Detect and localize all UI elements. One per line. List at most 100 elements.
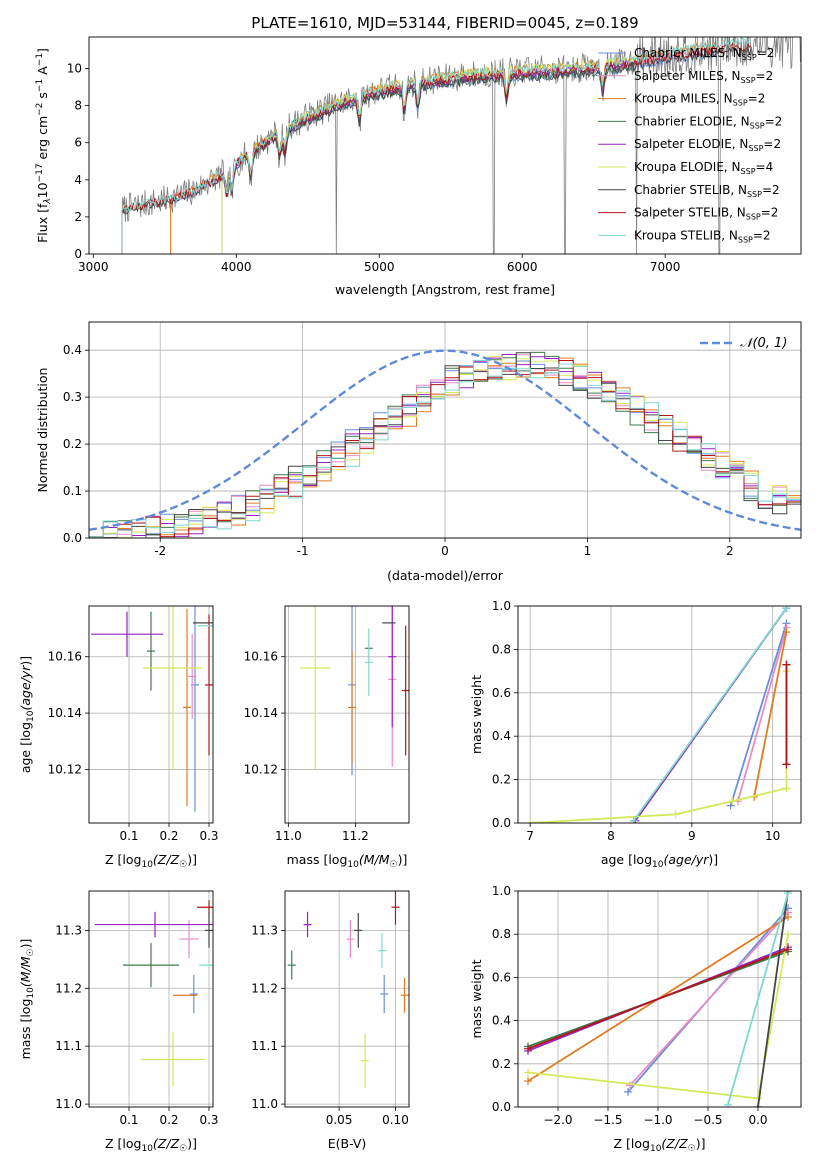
x-axis-label: Z [log10(Z/Z☉)] [105,852,197,870]
panel-1: 3000 4000 5000 6000 7000 0 2 4 6 8 10 wavelength [A… [35,36,802,297]
model-spectrum-salpeter-elodie [221,58,637,254]
y-axis-label: mass [log10(M/M☉)] [18,939,36,1060]
model-spectrum-kroupa-stelib [121,37,752,254]
y-axis-label: mass weight [469,959,484,1038]
y-tick-label: 0.2 [492,1057,511,1071]
weight-marker [524,1068,532,1077]
legend: Chabrier MILES, NSSP=2 Salpeter MILES, NS… [598,46,782,244]
legend-entry: Kroupa ELODIE, NSSP=4 [634,160,773,176]
legend-entry: Kroupa MILES, NSSP=2 [634,92,765,108]
x-tick-label: 0.2 [159,1113,178,1127]
errorbar-chabrier-elodie [147,611,155,691]
x-tick-label: 7 [526,829,534,843]
weight-line-salpeter-miles [629,911,789,1087]
y-tick-label: 4 [74,173,82,187]
x-axis-label: mass [log10(M/M☉)] [287,852,408,870]
y-axis-label: Normed distribution [35,368,50,493]
y-tick-label: 10 [67,62,82,76]
y-tick-label: 2 [74,210,82,224]
x-axis-label: wavelength [Angstrom, rest frame] [335,282,555,297]
x-tick-label: 0.3 [199,1113,218,1127]
y-tick-label: 0.3 [63,390,82,404]
y-tick-label: 0.8 [492,927,511,941]
x-tick-label: 10 [765,829,780,843]
legend-entry: Salpeter ELODIE, NSSP=2 [634,137,781,153]
weight-marker [626,1081,634,1090]
x-tick-label: 0 [441,544,449,558]
y-tick-label: 0.0 [63,531,82,545]
y-tick-label: 11.0 [251,1097,278,1111]
x-tick-label: 0.0 [748,1113,767,1127]
y-tick-label: 0.8 [492,642,511,656]
panel-3: 0.1 0.2 0.3 10.12 10.14 10.16 Z [log10(Z/Z☉)] a… [18,605,219,870]
x-tick-label: 0.1 [119,829,138,843]
x-tick-label: 2 [726,544,734,558]
errorbar-kroupa-miles [183,608,191,807]
y-tick-label: 10.14 [48,706,82,720]
weight-marker [728,797,737,806]
legend-entry: Salpeter MILES, NSSP=2 [634,69,773,85]
weight-line-kroupa-stelib [727,892,789,1106]
panel-2: -2 -1 0 1 2 0.0 0.1 0.2 0.3 0.4 𝒩(0, 1) (data-model… [35,321,802,583]
errorbar-salpeter-miles [179,919,199,959]
y-tick-label: 11.1 [55,1039,82,1053]
legend-entry: Chabrier STELIB, NSSP=2 [634,183,780,199]
weight-marker [782,628,791,637]
y-tick-label: 0.2 [492,773,511,787]
weight-marker [524,1044,532,1053]
weight-marker [782,606,791,613]
errorbar-chabrier-elodie [123,943,179,988]
y-tick-label: 0.4 [63,343,82,357]
x-tick-label: 4000 [221,260,252,274]
model-spectrum-kroupa-elodie [221,54,637,254]
y-tick-label: 1.0 [492,884,511,898]
errorbar-salpeter-stelib [401,625,409,756]
plot-area [524,891,792,1107]
axes-frame [284,890,410,1108]
weight-marker [784,945,792,954]
legend-entry: Chabrier MILES, NSSP=2 [634,46,774,62]
errorbar-kroupa-elodie [143,606,203,770]
errorbar-salpeter-stelib [205,614,213,756]
x-tick-label: 0.10 [382,1113,409,1127]
y-tick-label: 11.3 [55,923,82,937]
x-tick-label: 0.2 [159,829,178,843]
weight-marker [524,1077,532,1086]
x-tick-label: 0.05 [326,1113,353,1127]
plot-area [287,891,409,1088]
weight-marker [526,819,535,823]
axes-frame [517,890,802,1108]
histogram-salpeter-stelib [89,360,801,538]
x-tick-label: -2 [154,544,166,558]
axes-frame [88,321,802,539]
weight-marker [782,660,791,669]
errorbar-kroupa-stelib [364,628,373,697]
x-axis-label: (data-model)/error [387,568,504,583]
x-tick-label: 0.1 [119,1113,138,1127]
y-tick-label: 0.2 [63,437,82,451]
y-tick-label: 10.16 [48,650,82,664]
weight-line-salpeter-miles [737,627,788,802]
errorbar-kroupa-miles [348,651,357,764]
weight-marker [784,891,792,898]
weight-line-chabrier-stelib [757,891,789,1107]
x-tick-label: -1 [297,544,309,558]
weight-line-chabrier-miles [729,623,788,806]
x-tick-label: −0.5 [693,1113,722,1127]
y-tick-label: 11.1 [251,1039,278,1053]
x-tick-label: 11.2 [342,829,369,843]
errorbar-chabrier-stelib [205,913,213,948]
errorbar-chabrier-miles [380,974,389,1014]
plot-area [95,900,213,1087]
x-axis-label: Z [log10(Z/Z☉)] [105,1136,197,1154]
x-tick-label: 8 [607,829,615,843]
plot-area [526,606,791,823]
x-tick-label: 9 [688,829,696,843]
y-tick-label: 11.3 [251,923,278,937]
weight-marker [782,784,791,793]
errorbar-chabrier-stelib [354,913,363,948]
y-axis-label: age [log10(age/yr)] [18,656,36,773]
x-axis-label: age [log10(age/yr)] [601,852,718,870]
observed-spectrum [121,37,801,254]
errorbar-salpeter-elodie [388,606,397,728]
